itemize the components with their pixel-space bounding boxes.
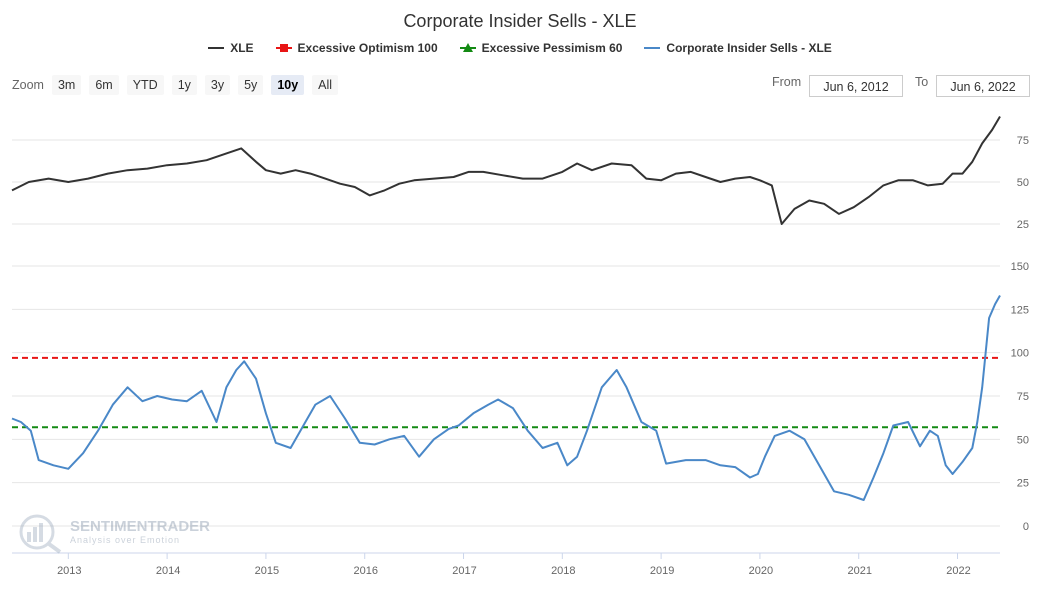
watermark-brand: SENTIMENTRADER [70, 518, 210, 535]
y-tick-label: 75 [1017, 135, 1029, 147]
legend-item-insider-sells[interactable]: Corporate Insider Sells - XLE [644, 41, 832, 55]
range-to-label: To [915, 75, 929, 89]
series-line [11, 115, 1001, 225]
y-tick-label: 25 [1017, 478, 1029, 490]
legend: XLE Excessive Optimism 100 Excessive Pes… [0, 41, 1040, 55]
legend-line-icon [208, 47, 225, 49]
legend-item-xle[interactable]: XLE [208, 41, 254, 55]
zoom-button-1y[interactable]: 1y [171, 75, 197, 95]
y-tick-label: 25 [1017, 219, 1029, 231]
zoom-button-6m[interactable]: 6m [89, 75, 119, 95]
range-from-label: From [772, 75, 802, 89]
legend-item-optimism[interactable]: Excessive Optimism 100 [275, 41, 438, 55]
x-tick-label: 2019 [650, 565, 674, 577]
watermark: SENTIMENTRADER Analysis over Emotion [19, 514, 210, 554]
y-tick-label: 150 [1011, 261, 1029, 273]
legend-line-icon [644, 47, 661, 49]
y-tick-label: 50 [1017, 177, 1029, 189]
x-tick-label: 2016 [353, 565, 377, 577]
zoom-button-ytd[interactable]: YTD [126, 75, 164, 95]
legend-item-pessimism[interactable]: Excessive Pessimism 60 [459, 41, 623, 55]
zoom-button-5y[interactable]: 5y [238, 75, 264, 95]
legend-triangle-icon [459, 43, 476, 52]
series-line [11, 295, 1001, 501]
y-tick-label: 0 [1023, 521, 1029, 533]
x-tick-label: 2014 [156, 565, 180, 577]
x-tick-label: 2021 [847, 565, 871, 577]
y-tick-label: 50 [1017, 434, 1029, 446]
legend-label: Corporate Insider Sells - XLE [666, 41, 832, 55]
x-tick-label: 2015 [255, 565, 279, 577]
zoom-button-all[interactable]: All [312, 75, 339, 95]
legend-label: Excessive Pessimism 60 [481, 41, 623, 55]
range-to-input[interactable]: Jun 6, 2022 [936, 75, 1030, 97]
x-tick-label: 2013 [57, 565, 81, 577]
range-from-input[interactable]: Jun 6, 2012 [809, 75, 903, 97]
y-tick-label: 75 [1017, 391, 1029, 403]
legend-square-icon [275, 44, 292, 52]
watermark-tagline: Analysis over Emotion [70, 535, 180, 545]
legend-label: XLE [230, 41, 254, 55]
zoom-label: Zoom [12, 78, 44, 92]
y-tick-label: 125 [1011, 304, 1029, 316]
x-tick-label: 2022 [946, 565, 970, 577]
zoom-button-3m[interactable]: 3m [51, 75, 82, 95]
logo-icon [19, 514, 62, 554]
x-tick-label: 2020 [749, 565, 773, 577]
chart-title: Corporate Insider Sells - XLE [403, 11, 637, 31]
x-tick-label: 2018 [551, 565, 575, 577]
y-tick-label: 100 [1011, 348, 1029, 360]
x-tick-label: 2017 [452, 565, 476, 577]
zoom-button-10y[interactable]: 10y [271, 75, 305, 95]
legend-label: Excessive Optimism 100 [297, 41, 438, 55]
zoom-button-3y[interactable]: 3y [204, 75, 231, 95]
zoom-selector: Zoom 3m 6m YTD 1y 3y 5y 10y All [12, 75, 342, 95]
